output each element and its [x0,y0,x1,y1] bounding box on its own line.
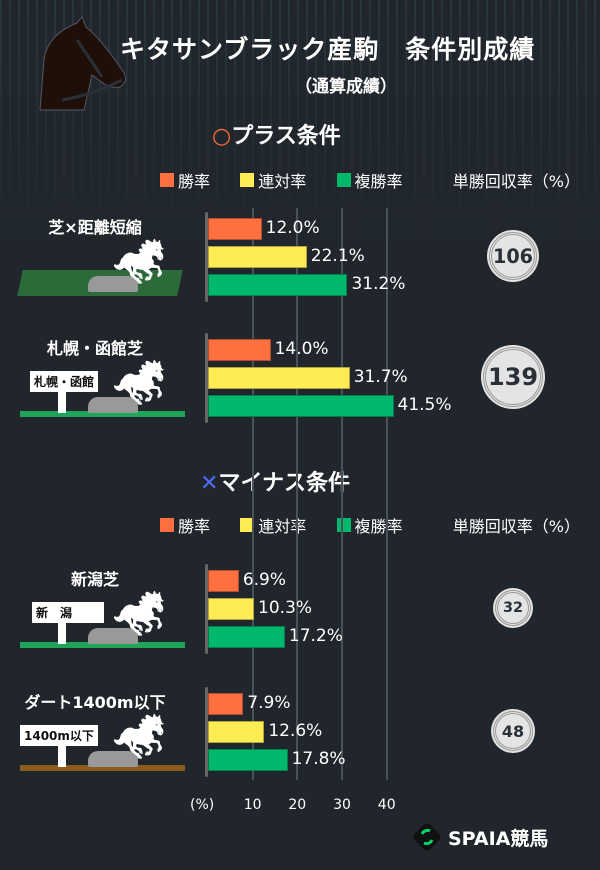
cross-mark-icon: ✕ [200,471,219,496]
running-horse-icon: 🐎 [112,588,167,639]
group-label: 芝×距離短縮 [48,218,142,237]
gridline [385,208,388,780]
legend: 勝率 連対率 複勝率 単勝回収率（%） [160,168,580,192]
ground-illustration [20,411,185,417]
bar-top2 [208,721,265,743]
bar-value-label: 10.3% [258,598,313,618]
x-unit-label: (%) [190,797,215,813]
roi-badge: 106 [489,232,537,280]
bar-win [208,693,244,715]
bar-top3 [208,749,288,771]
gridline [251,208,254,780]
bar-value-label: 31.2% [351,274,406,294]
legend-item-top2: 連対率 [240,168,306,192]
bar-win [208,339,271,361]
sign-board: 新 潟 [32,602,104,623]
bar-top2 [208,246,307,268]
running-horse-icon: 🐎 [112,357,167,408]
running-horse-icon: 🐎 [112,711,167,762]
legend-roi: 単勝回収率（%） [452,517,580,536]
bar-value-label: 6.9% [242,570,287,590]
bar-value-label: 22.1% [310,246,365,266]
bar-top2 [208,367,350,389]
horse-head-icon [39,16,126,111]
ground-illustration [20,765,185,771]
legend-swatch [240,518,255,532]
legend: 勝率 連対率 複勝率 単勝回収率（%） [160,513,580,537]
dust-cloud [88,397,138,413]
y-axis-line [205,564,208,654]
section-title-minus: ✕マイナス条件 [200,471,350,496]
bar-value-label: 12.0% [265,218,320,238]
dust-cloud [88,751,138,767]
legend-swatch [160,173,174,187]
roi-badge: 32 [495,590,531,626]
section-title-plus: ○プラス条件 [212,124,341,149]
legend-swatch [160,518,174,532]
spaia-logo: SPAIA競馬 [412,822,548,852]
sign-post [58,618,66,644]
x-tick-label: 20 [288,797,307,813]
bar-value-label: 17.2% [288,626,343,646]
ground-illustration [20,642,185,648]
group-label: ダート1400m以下 [24,693,166,712]
page-subtitle: （通算成績） [295,77,397,97]
legend-roi: 単勝回収率（%） [452,172,580,191]
group-label: 札幌・函館芝 [46,339,143,358]
sign-board: 札幌・函館 [30,371,99,392]
roi-badge: 48 [493,711,533,751]
legend-item-top3: 複勝率 [336,513,403,537]
bar-top3 [208,274,348,296]
y-axis-line [205,212,208,302]
legend-item-top2: 連対率 [240,513,306,537]
bar-top3 [208,626,285,648]
dust-cloud [88,628,138,644]
legend-swatch [240,173,255,187]
bar-value-label: 17.8% [291,749,346,769]
x-tick-label: 40 [377,797,396,813]
bar-value-label: 14.0% [274,339,329,359]
x-tick-label: 10 [243,797,262,813]
legend-swatch [336,518,351,532]
sign-post [58,387,66,413]
bar-top2 [208,598,255,620]
page-title: キタサンブラック産駒 条件別成績 [120,35,536,64]
x-tick-label: 30 [333,797,351,813]
sign-post [58,741,66,767]
bar-value-label: 7.9% [247,693,291,713]
legend-item-top3: 複勝率 [336,168,403,192]
legend-item-win: 勝率 [160,513,210,537]
group-label: 新潟芝 [70,570,119,589]
roi-badge: 139 [483,347,543,407]
sign-board: 1400m以下 [20,725,98,746]
spaia-logo-icon [413,823,441,851]
legend-item-win: 勝率 [160,168,210,192]
bar-win [208,570,239,592]
legend-swatch [336,173,351,187]
circle-mark-icon: ○ [212,124,232,149]
running-horse-icon: 🐎 [112,236,167,287]
bar-value-label: 41.5% [397,395,452,415]
dust-cloud [88,276,138,292]
y-axis-line [205,687,208,777]
bar-value-label: 31.7% [353,367,408,387]
bar-top3 [208,395,394,417]
y-axis-line [205,333,208,423]
bar-value-label: 12.6% [268,721,323,741]
gridline [341,208,344,780]
bar-win [208,218,262,240]
gridline [296,208,299,780]
